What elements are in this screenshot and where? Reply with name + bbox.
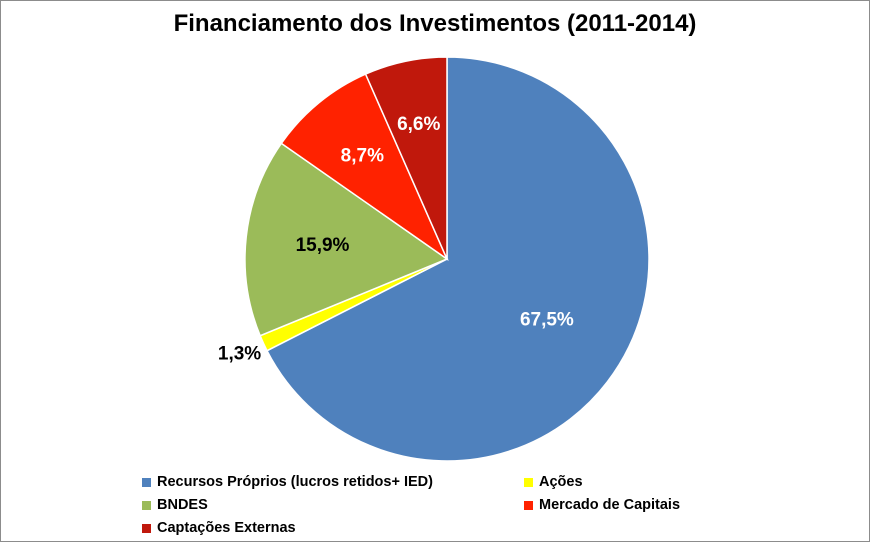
chart-title: Financiamento dos Investimentos (2011-20…: [173, 10, 697, 37]
pie-slice-captacoes-externas: [364, 56, 448, 260]
data-label-captacoes-externas: 6,6%: [397, 114, 440, 135]
data-label-recursos-proprios-lucros-retidos-ied: 67,5%: [520, 310, 574, 331]
pie-slice-recursos-proprios-lucros-retidos-ied: [266, 56, 650, 462]
data-label-mercado-de-capitais: 8,7%: [341, 146, 384, 167]
data-label-acoes: 1,3%: [218, 344, 261, 365]
pie-slice-mercado-de-capitais: [280, 73, 449, 262]
pie-slice-bndes: [244, 142, 449, 337]
data-label-bndes: 15,9%: [296, 235, 350, 256]
